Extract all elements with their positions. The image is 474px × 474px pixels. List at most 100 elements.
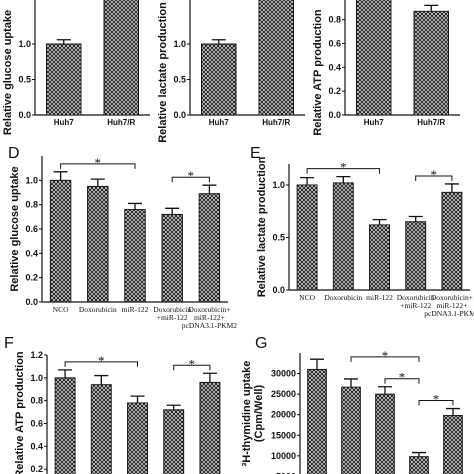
x-tick-label: NCO	[53, 305, 69, 314]
significance-label: *	[399, 370, 406, 385]
bar	[405, 221, 427, 291]
x-tick-label: pcDNA3.1-PKM2	[424, 309, 474, 318]
bar	[307, 368, 327, 474]
bar	[369, 224, 390, 291]
significance-label: *	[98, 353, 105, 368]
error-bar	[378, 386, 392, 395]
error-bar	[202, 184, 217, 194]
significance-label: *	[431, 167, 438, 182]
x-tick-label: +miR-122	[400, 301, 431, 310]
bar	[199, 381, 221, 474]
bar	[375, 393, 395, 474]
y-axis-label: (Cpm/Well)	[253, 385, 265, 443]
significance-bracket	[60, 163, 136, 169]
error-bar	[128, 202, 142, 210]
significance-label: *	[189, 356, 196, 371]
x-tick-label: Doxorubicin+	[431, 293, 473, 302]
bar	[163, 409, 185, 474]
error-bar	[300, 177, 315, 185]
y-tick-label: 30000	[271, 369, 296, 379]
significance-bracket	[384, 378, 420, 384]
bar	[124, 209, 146, 303]
error-bar	[130, 395, 145, 403]
y-tick-label: 1.0	[30, 373, 43, 383]
bar	[441, 191, 463, 291]
bar	[46, 43, 82, 116]
panel-label: E	[250, 145, 261, 162]
significance-label: *	[188, 168, 195, 183]
y-tick-label: 0.2	[30, 464, 43, 474]
error-bar	[412, 451, 426, 457]
error-bar	[310, 358, 324, 370]
significance-label: *	[340, 160, 347, 175]
bar	[90, 384, 112, 474]
panel-label: F	[4, 335, 14, 352]
significance-bracket	[350, 356, 420, 362]
bar	[127, 402, 148, 474]
panel-label: D	[8, 145, 20, 162]
x-tick-label: Huh7	[54, 118, 75, 127]
error-bar	[444, 183, 459, 193]
y-tick-label: 0.5	[173, 75, 186, 85]
y-axis-label: Relative lactate production	[157, 2, 169, 143]
error-bar	[211, 39, 226, 44]
error-bar	[94, 374, 109, 385]
x-tick-label: miR-122	[366, 293, 393, 302]
error-bar	[165, 207, 180, 215]
bar	[296, 184, 318, 291]
error-bar	[372, 219, 387, 225]
y-axis-label: Relative ATP production	[14, 351, 26, 474]
bar	[198, 193, 221, 303]
bar	[413, 10, 449, 116]
x-tick-label: Huh7/R	[417, 118, 445, 127]
y-tick-label: 1.2	[30, 350, 43, 360]
significance-label: *	[433, 392, 440, 407]
x-tick-label: miR-122+	[194, 313, 225, 322]
y-axis-label: Relative glucose uptake	[2, 10, 14, 135]
x-tick-label: Doxorubicin	[153, 305, 191, 314]
y-axis-label: Relative glucose uptake	[9, 166, 21, 291]
x-tick-label: Huh7/R	[107, 118, 135, 127]
y-tick-label: 0.6	[328, 39, 341, 49]
x-tick-label: Huh7/R	[262, 118, 290, 127]
error-bar	[424, 4, 439, 12]
significance-label: *	[95, 155, 102, 170]
y-tick-label: 0.0	[173, 110, 186, 120]
y-tick-label: 1.0	[25, 175, 38, 185]
y-tick-label: 25000	[271, 389, 296, 399]
significance-bracket	[415, 175, 453, 181]
significance-bracket	[418, 400, 454, 406]
significance-bracket	[306, 168, 380, 174]
significance-label: *	[382, 348, 389, 363]
y-tick-label: 0.0	[18, 110, 31, 120]
error-bar	[53, 171, 68, 181]
y-tick-label: 0.4	[328, 62, 341, 72]
bar	[201, 43, 237, 116]
y-tick-label: 0.0	[272, 285, 285, 295]
x-tick-label: miR-122+	[436, 301, 467, 310]
y-axis-label: Relative ATP production	[312, 9, 324, 136]
x-tick-label: Doxorubicin	[397, 293, 435, 302]
y-tick-label: 10000	[271, 451, 296, 461]
y-tick-label: 0.2	[328, 86, 341, 96]
y-tick-label: 0.4	[25, 248, 38, 258]
bar	[332, 182, 354, 291]
y-tick-label: 1.0	[173, 39, 186, 49]
y-tick-label: 0.5	[272, 233, 285, 243]
bar	[103, 0, 139, 116]
y-tick-label: 0.2	[25, 273, 38, 283]
error-bar	[344, 378, 358, 388]
x-tick-label: Doxorubicin	[324, 293, 362, 302]
y-tick-label: 15000	[271, 430, 296, 440]
y-tick-label: 0.4	[30, 441, 43, 451]
significance-bracket	[171, 176, 210, 183]
x-tick-label: Huh7	[209, 118, 230, 127]
x-tick-label: Huh7	[364, 118, 385, 127]
x-tick-label: miR-122	[122, 305, 149, 314]
y-tick-label: 0.6	[25, 224, 38, 234]
error-bar	[90, 178, 105, 187]
y-tick-label: 1.0	[18, 39, 31, 49]
error-bar	[408, 215, 423, 222]
y-axis-label: Relative lactate production	[256, 156, 268, 297]
bar	[341, 386, 361, 474]
